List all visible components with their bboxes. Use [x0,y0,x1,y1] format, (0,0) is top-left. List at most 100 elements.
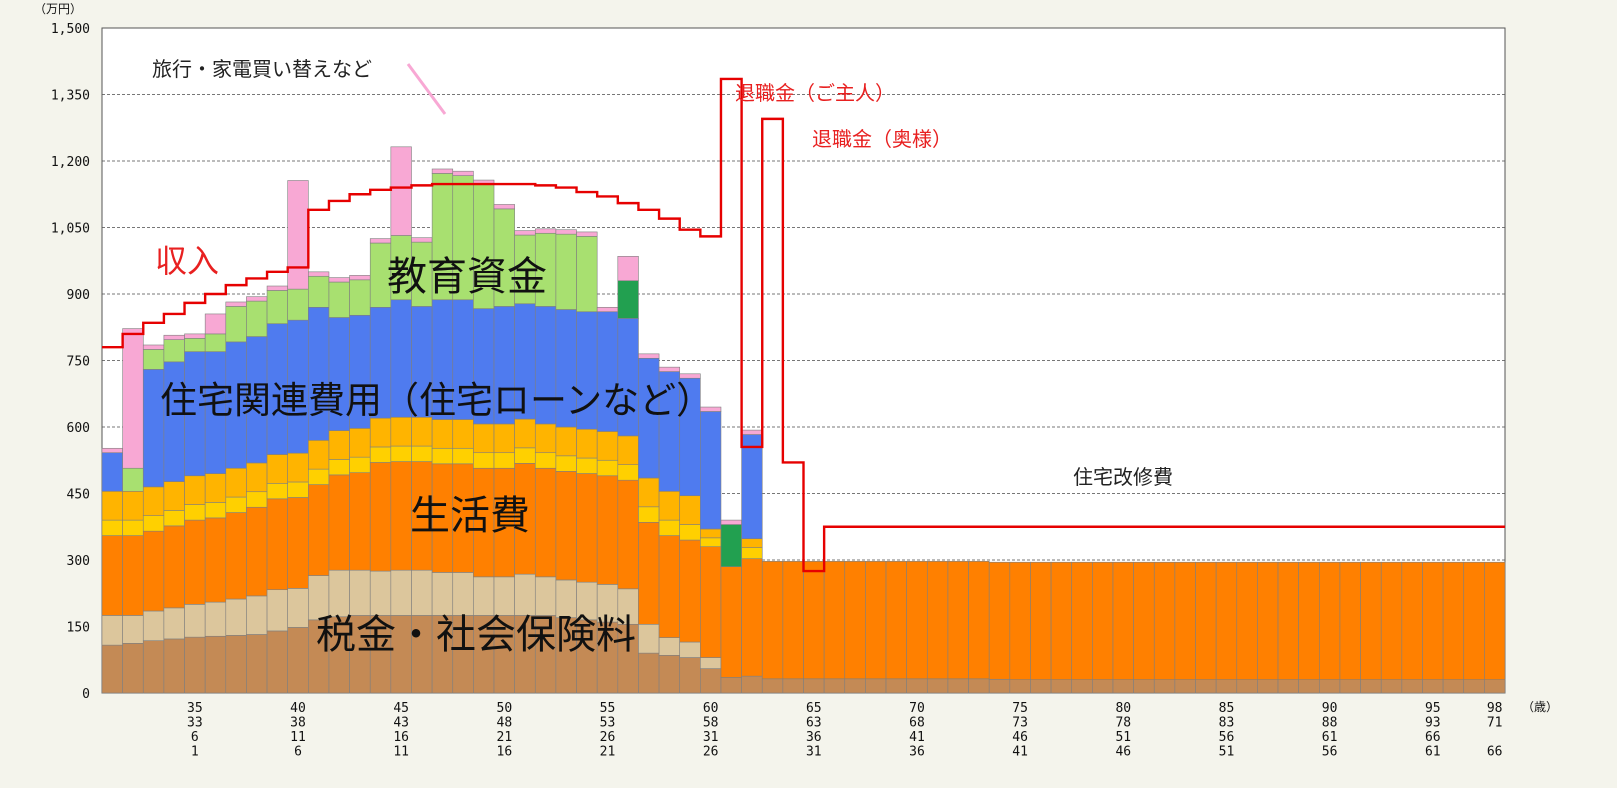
bar-segment-leisure [246,296,268,302]
bar-segment-tax_dark [1401,679,1423,694]
bar-segment-living [184,519,206,605]
bar-segment-leisure [308,271,330,277]
bar-segment-living [1257,561,1279,681]
bar-segment-living [1484,561,1506,681]
bar-segment-education [142,349,165,370]
bar-segment-education [225,306,247,343]
bar-segment-living [246,506,268,597]
bar-stack [1380,561,1403,694]
annotation-leisure: 旅行・家電買い替えなど [152,57,372,81]
bar-stack [411,237,433,694]
x-tick-label: 40 [290,701,306,716]
bar-segment-living [1360,561,1382,681]
bar-stack [906,561,928,694]
bar-stack [885,561,907,694]
bar-segment-tax_light [514,573,536,616]
bar-segment-living [741,558,763,677]
bar-segment-living_y1 [452,447,474,465]
x-tick-label: 63 [806,716,822,731]
x-tick-label: 11 [393,745,409,760]
bar-segment-living [1215,561,1238,681]
bar-stack [1298,561,1320,694]
bar-segment-living [844,561,866,680]
x-tick-label: 58 [703,716,719,731]
bar-segment-tax_light [225,598,247,636]
x-tick-label: 41 [1012,745,1028,760]
bar-segment-living_y2 [596,431,619,461]
x-tick-label: 46 [1115,745,1131,760]
bar-segment-living_y2 [163,481,185,511]
bar-segment-leisure [225,301,247,307]
bar-segment-living_y1 [473,452,495,469]
bar-segment-living [369,462,392,572]
bar-segment-living_y2 [287,452,309,483]
bar-segment-living_y2 [617,435,639,465]
bar-segment-living_y1 [431,447,454,465]
x-tick-label: 85 [1219,701,1235,716]
x-tick-label: 51 [1219,745,1235,760]
bar-segment-tax_dark [1257,679,1279,694]
bar-segment-living [1401,561,1423,681]
bar-segment-tax_dark [246,634,268,694]
x-tick-label: 33 [187,716,203,731]
bar-segment-living_y1 [514,447,536,464]
x-tick-label: 68 [909,716,925,731]
x-tick-label: 93 [1425,716,1441,731]
income-line [102,77,1505,573]
bar-segment-living [1050,561,1073,681]
bar-stack [720,519,742,694]
bar-segment-living [1463,561,1485,681]
bar-segment-living_y2 [473,423,495,454]
bar-stack [246,296,268,694]
bar-stack [638,353,660,694]
bar-segment-tax_light [390,569,412,616]
bar-segment-living_y1 [555,455,577,472]
leisure-pointer-line [406,63,447,115]
bar-stack [1442,561,1465,694]
bar-segment-tax_light [411,569,433,616]
bar-segment-living [1174,561,1196,681]
bar-segment-tax_dark [679,657,701,694]
x-tick-label: 61 [1322,730,1338,745]
x-tick-label: 6 [294,745,302,760]
bar-segment-living [308,484,330,576]
bar-segment-living [576,473,598,583]
bar-segment-tax_dark [638,652,660,694]
bar-segment-tax_dark [803,678,825,694]
x-tick-label: 41 [909,730,925,745]
y-tick-label: 750 [67,355,90,370]
bar-segment-leisure [390,146,412,236]
bar-stack [1071,561,1093,694]
bar-segment-living [1153,561,1176,681]
x-tick-label: 48 [497,716,513,731]
bar-stack [390,146,412,694]
bar-segment-leisure [101,447,123,454]
x-tick-label: 60 [703,701,719,716]
bar-stack [1319,561,1341,694]
income-line-layer [102,77,1505,573]
bar-segment-tax_dark [1298,679,1320,694]
bar-segment-leisure [163,334,185,340]
bar-segment-living_y1 [741,547,763,559]
bar-segment-tax_dark [287,627,309,694]
bar-stack [1050,561,1073,694]
y-tick-label: 1,500 [51,22,90,37]
bar-stack [1422,561,1444,694]
bar-segment-leisure [266,285,288,291]
bar-segment-leisure [431,168,454,174]
bar-series [101,146,1506,694]
bar-stack [534,228,557,694]
annotation-education: 教育資金 [387,254,547,300]
bar-segment-living [1422,561,1444,681]
bar-segment-living_y1 [576,457,598,474]
bar-segment-tax_dark [1277,679,1299,694]
bar-segment-living_y2 [204,473,227,503]
x-tick-label: 1 [191,745,199,760]
bar-segment-living_y1 [204,502,227,519]
bar-segment-tax_light [638,623,660,654]
bar-segment-living_y2 [369,417,392,448]
y-tick-label: 0 [82,687,90,702]
x-tick-label: 11 [290,730,306,745]
bar-stack [658,366,681,694]
bar-segment-tax_dark [1050,679,1073,694]
